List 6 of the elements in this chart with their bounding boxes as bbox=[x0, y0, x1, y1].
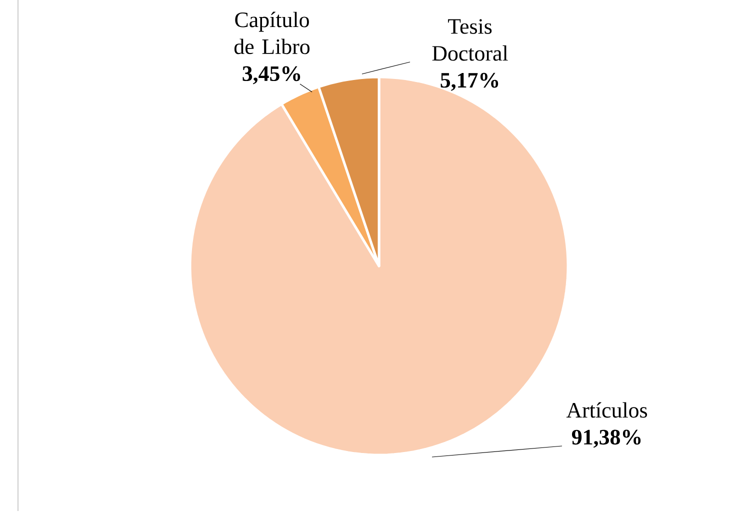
data-label: 91,38% bbox=[572, 430, 641, 448]
data-label: 3,45% bbox=[242, 66, 300, 84]
data-label: 5,17% bbox=[440, 72, 498, 91]
slice-label: Capítulo de Libro bbox=[234, 12, 310, 54]
slice-label: Tesis Doctoral bbox=[432, 19, 508, 61]
slice-label: Artículos bbox=[566, 402, 648, 418]
